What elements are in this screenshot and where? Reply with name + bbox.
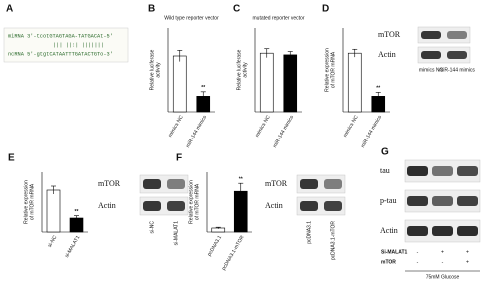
- blot-row-label: mTOR: [98, 179, 121, 188]
- blot-band: [407, 196, 428, 206]
- blot-row-label: Actin: [378, 50, 396, 59]
- panel-letter: A: [6, 4, 13, 15]
- sequence-line: miRNA 3'-tcotGTAGTAGA-TATGACAt-5': [8, 33, 113, 39]
- y-axis-label: Relative luciferase: [149, 49, 155, 90]
- panel-letter: E: [8, 153, 15, 164]
- bar: [347, 52, 362, 113]
- blot-row-label: p-tau: [380, 196, 396, 205]
- sequence-pairs: ||| ||:| |||||||: [53, 42, 104, 48]
- x-tick-label: si-MALAT1: [64, 234, 81, 258]
- blot-band: [432, 226, 453, 236]
- significance: **: [75, 209, 79, 215]
- blot-band: [407, 226, 428, 236]
- panel-letter: F: [176, 153, 182, 164]
- blot-band: [143, 201, 161, 211]
- bar: [259, 52, 274, 113]
- condition-label: mTOR: [381, 259, 396, 265]
- panel-letter: D: [322, 4, 329, 15]
- blot-row-label: Actin: [265, 201, 283, 210]
- lane-label: miR-144 mimics: [439, 67, 475, 73]
- condition-sign: +: [466, 259, 469, 265]
- x-tick-label: miR-144 mimics: [272, 114, 295, 148]
- y-axis-label: Relative expression: [23, 180, 29, 224]
- bar: [172, 55, 187, 113]
- blot-band: [457, 226, 478, 236]
- blot-row-label: mTOR: [378, 30, 401, 39]
- y-axis-label: of mTOR mRNA: [330, 51, 336, 88]
- y-axis-label: of mTOR mRNA: [194, 183, 200, 220]
- bar: [283, 54, 298, 113]
- y-axis-label: of mTOR mRNA: [29, 183, 35, 220]
- blot-band: [457, 166, 478, 176]
- y-axis-label: activity: [242, 62, 248, 78]
- blot-band: [167, 201, 185, 211]
- significance: **: [239, 177, 243, 183]
- blot-row-label: mTOR: [265, 179, 288, 188]
- condition-label: Si-MALAT1: [381, 249, 408, 255]
- x-tick-label: mimics NC: [342, 114, 359, 138]
- blot-row-label: tau: [380, 166, 390, 175]
- blot-band: [300, 179, 318, 189]
- panel-letter: B: [148, 4, 155, 15]
- significance: **: [201, 85, 205, 91]
- chart-title: mutated reporter vector: [253, 15, 305, 21]
- panel-letter: C: [233, 4, 240, 15]
- sequence-box: [3, 27, 129, 63]
- blot-band: [407, 166, 428, 176]
- blot-band: [421, 51, 441, 59]
- lane-label: si-NC: [149, 221, 155, 234]
- bar: [46, 189, 61, 233]
- y-axis-label: Relative expression: [188, 180, 194, 224]
- sequence-line: ncRNA 5'-gtgtCATAATTTGATACTGTo-3': [8, 51, 113, 57]
- y-axis-label: Relative luciferase: [236, 49, 242, 90]
- x-tick-label: mimics NC: [167, 114, 184, 138]
- blot-band: [300, 201, 318, 211]
- treatment-label: 75mM Glucose: [426, 274, 460, 280]
- condition-sign: -: [417, 259, 419, 265]
- lane-label: si-MALAT1: [173, 221, 179, 246]
- panel-letter: G: [381, 147, 389, 158]
- lane-label: pcDNA3.1-mTOR: [330, 221, 336, 260]
- x-tick-label: miR-144 mimics: [185, 114, 208, 148]
- blot-row-label: Actin: [380, 226, 398, 235]
- blot-band: [324, 201, 342, 211]
- blot-band: [167, 179, 185, 189]
- x-tick-label: mimics NC: [254, 114, 271, 138]
- condition-sign: +: [441, 249, 444, 255]
- blot-band: [421, 31, 441, 39]
- x-tick-label: pcDNA3.1: [207, 234, 224, 257]
- blot-band: [432, 196, 453, 206]
- significance: **: [376, 86, 380, 92]
- x-tick-label: pcDNA3.1-mTOR: [221, 234, 246, 271]
- y-axis-label: Relative expression: [324, 48, 330, 92]
- blot-band: [457, 196, 478, 206]
- condition-sign: +: [466, 249, 469, 255]
- blot-row-label: Actin: [98, 201, 116, 210]
- blot-band: [432, 166, 453, 176]
- blot-band: [447, 51, 467, 59]
- blot-band: [143, 179, 161, 189]
- y-axis-label: activity: [155, 62, 161, 78]
- condition-sign: -: [442, 259, 444, 265]
- lane-label: mimics NC: [419, 67, 444, 73]
- x-tick-label: miR-144 mimics: [360, 114, 383, 148]
- lane-label: pcDNA3.1: [306, 221, 312, 244]
- chart-title: Wild type reporter vector: [164, 15, 219, 21]
- condition-sign: -: [417, 249, 419, 255]
- x-tick-label: si-NC: [47, 234, 59, 248]
- blot-band: [447, 31, 467, 39]
- blot-band: [324, 179, 342, 189]
